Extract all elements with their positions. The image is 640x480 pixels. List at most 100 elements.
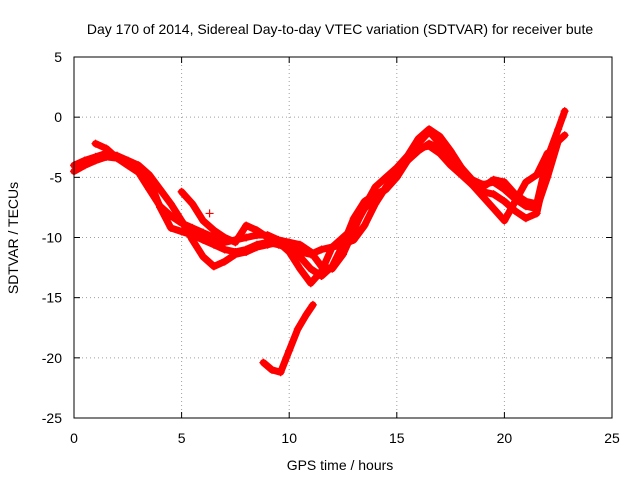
data-point-marker: [188, 199, 197, 208]
data-point-marker: [231, 238, 240, 247]
data-point-marker: [306, 247, 315, 256]
data-point-marker: [199, 216, 208, 225]
chart-title: Day 170 of 2014, Sidereal Day-to-day VTE…: [87, 21, 594, 37]
y-tick-label: -10: [42, 230, 62, 246]
data-point-marker: [554, 125, 563, 134]
data-point-marker: [102, 144, 111, 153]
data-point-marker: [308, 300, 317, 309]
data-point-marker: [220, 233, 229, 242]
data-point-marker: [134, 161, 143, 170]
data-point-marker: [166, 223, 175, 232]
data-point-marker: [188, 223, 197, 232]
y-tick-label: -20: [42, 350, 62, 366]
data-point-marker: [392, 173, 401, 182]
data-point-marker: [371, 192, 380, 201]
data-point-marker: [532, 209, 541, 218]
data-point-marker: [199, 228, 208, 237]
data-point-marker: [435, 132, 444, 141]
data-point-marker: [489, 204, 498, 213]
x-tick-label: 15: [389, 430, 405, 446]
data-point-marker: [263, 240, 272, 249]
y-tick-label: -15: [42, 290, 62, 306]
data-point-marker: [521, 214, 530, 223]
data-point-marker: [403, 156, 412, 165]
data-point-marker: [478, 192, 487, 201]
data-point-marker: [500, 216, 509, 225]
data-point-marker: [306, 279, 315, 288]
data-point-marker: [285, 238, 294, 247]
y-tick-label: -25: [42, 410, 62, 426]
data-point-marker: [276, 368, 285, 377]
data-point-marker: [457, 170, 466, 179]
data-point-marker: [425, 142, 434, 151]
data-point-marker: [166, 211, 175, 220]
data-point-marker: [500, 197, 509, 206]
data-point-marker: [156, 185, 165, 194]
data-point-marker: [252, 226, 261, 235]
data-point-marker: [177, 187, 186, 196]
y-axis-title: SDTVAR / TECUs: [5, 182, 21, 294]
data-point-marker: [123, 161, 132, 170]
data-point-marker: [209, 262, 218, 271]
data-point-marker: [328, 243, 337, 252]
data-point-marker: [156, 202, 165, 211]
data-point-marker: [414, 144, 423, 153]
data-point-marker: [302, 310, 311, 319]
data-point-marker: [446, 146, 455, 155]
data-point-marker: [489, 175, 498, 184]
data-point-marker: [414, 134, 423, 143]
data-point-marker: [220, 257, 229, 266]
data-point-marker: [199, 235, 208, 244]
data-point-marker: [285, 346, 294, 355]
data-point-marker: [360, 204, 369, 213]
y-tick-label: 5: [54, 49, 62, 65]
data-point-marker: [560, 107, 569, 116]
data-point-marker: [295, 252, 304, 261]
data-point-marker: [560, 131, 569, 140]
x-tick-label: 25: [604, 430, 620, 446]
data-point-marker: [242, 247, 251, 256]
data-point-marker: [259, 358, 268, 367]
data-point-marker: [209, 226, 218, 235]
data-point-marker: [349, 223, 358, 232]
axis-ticks: 0 5 10 15 20 25 -25 -20 -15 -10 -5 0 5: [42, 49, 620, 446]
data-point-marker: [145, 170, 154, 179]
data-point-marker: [252, 243, 261, 252]
data-point-marker: [113, 154, 122, 163]
data-point-marker: [328, 264, 337, 273]
data-point-marker: [285, 247, 294, 256]
data-point-marker: [371, 182, 380, 191]
data-point-marker: [209, 233, 218, 242]
data-point-marker: [435, 149, 444, 158]
data-point-marker: [267, 365, 276, 374]
data-point-marker: [293, 324, 302, 333]
data-point-marker: [382, 173, 391, 182]
data-point-marker: [188, 235, 197, 244]
data-point-marker: [205, 209, 214, 218]
data-point-marker: [177, 219, 186, 228]
x-axis-title: GPS time / hours: [287, 457, 394, 473]
x-tick-label: 5: [178, 430, 186, 446]
data-point-marker: [339, 233, 347, 242]
data-point-marker: [274, 238, 283, 247]
data-point-marker: [468, 180, 477, 189]
data-point-marker: [521, 178, 530, 187]
data-point-marker: [231, 250, 240, 259]
data-point-marker: [382, 185, 391, 194]
data-point-marker: [489, 190, 498, 199]
data-point-marker: [145, 185, 154, 194]
data-point-marker: [134, 168, 143, 177]
data-point-marker: [242, 221, 251, 230]
data-point-marker: [166, 199, 175, 208]
data-point-marker: [295, 264, 304, 273]
x-tick-label: 10: [281, 430, 297, 446]
x-tick-label: 20: [497, 430, 513, 446]
data-point-marker: [80, 156, 89, 165]
data-point-marker: [295, 240, 304, 249]
data-point-marker: [339, 250, 347, 259]
data-point-marker: [317, 267, 326, 276]
data-point-marker: [220, 245, 229, 254]
y-tick-label: 0: [54, 109, 62, 125]
data-point-marker: [91, 139, 100, 148]
